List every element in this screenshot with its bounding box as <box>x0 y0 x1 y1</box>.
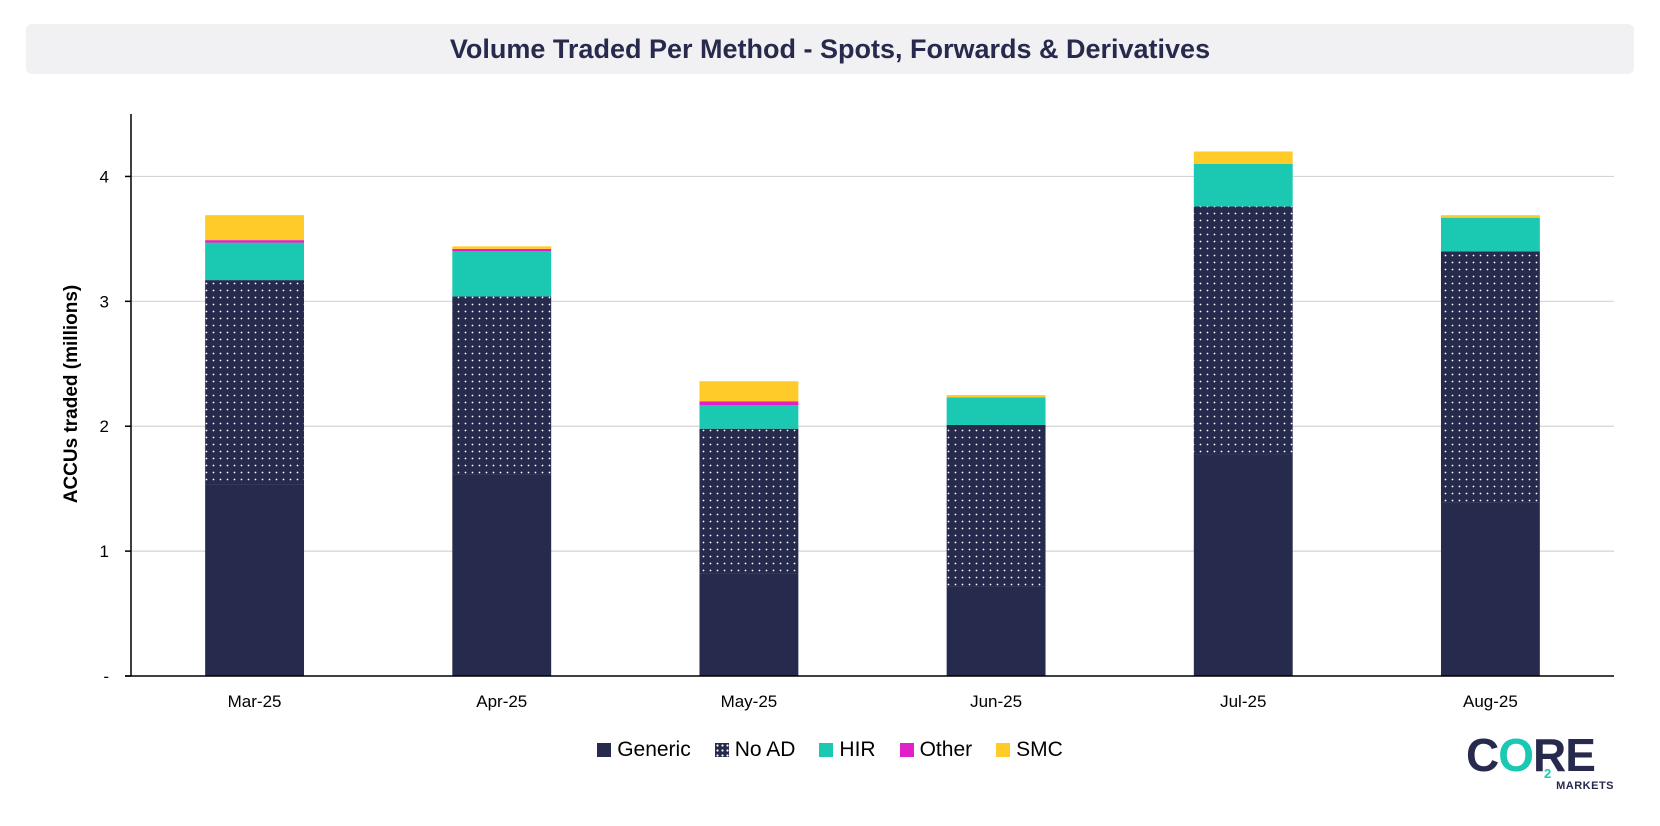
bar-smc-apr-25 <box>452 246 552 249</box>
logo-c: C <box>1466 729 1499 781</box>
axes: - 1 2 3 4 Mar-25 Apr-25 May-25 Jun-25 Jul-25 Aug-2… <box>100 114 1614 711</box>
x-tick-label: Apr-25 <box>476 692 527 711</box>
legend-swatch <box>819 743 834 757</box>
bar-hir-jun-25 <box>946 397 1046 425</box>
x-tick-label: Jun-25 <box>970 692 1022 711</box>
bar-generic-mar-25 <box>205 484 305 676</box>
legend-swatch <box>597 743 612 757</box>
bar-hir-mar-25 <box>205 242 305 281</box>
legend-label: Other <box>919 738 973 761</box>
x-tick-label: Mar-25 <box>228 692 282 711</box>
legend-item-generic: Generic <box>597 738 691 762</box>
bar-hir-may-25 <box>699 404 799 429</box>
y-tick-label: 4 <box>100 167 109 186</box>
bar-other-apr-25 <box>452 248 552 252</box>
bar-generic-aug-25 <box>1440 502 1540 676</box>
bar-generic-may-25 <box>699 573 799 676</box>
legend-item-no-ad: No AD <box>714 738 796 762</box>
y-axis-title: ACCUs traded (millions) <box>61 285 82 504</box>
legend-swatch <box>899 743 914 757</box>
legend-label: HIR <box>839 738 876 761</box>
bar-other-mar-25 <box>205 240 305 243</box>
bar-no-ad-jun-25 <box>946 424 1046 587</box>
y-tick-label: - <box>103 667 109 686</box>
bar-no-ad-jul-25 <box>1193 206 1293 455</box>
bar-generic-jul-25 <box>1193 454 1293 676</box>
legend-item-other: Other <box>899 738 973 762</box>
legend-item-hir: HIR <box>819 738 876 762</box>
gridlines <box>131 175 1614 552</box>
bar-generic-jun-25 <box>946 586 1046 676</box>
legend: Generic No AD HIR Other SMC <box>0 738 1660 762</box>
chart-title: Volume Traded Per Method - Spots, Forwar… <box>449 33 1211 64</box>
bar-smc-mar-25 <box>205 215 305 241</box>
bar-hir-jul-25 <box>1193 163 1293 207</box>
y-tick-label: 2 <box>100 417 109 436</box>
bar-no-ad-aug-25 <box>1440 251 1540 503</box>
core-markets-logo: CORE 2 MARKETS <box>1466 732 1616 796</box>
x-tick-label: May-25 <box>721 692 778 711</box>
logo-o: O <box>1498 729 1534 781</box>
legend-label: Generic <box>617 738 691 761</box>
logo-wordmark: CORE <box>1466 732 1616 778</box>
legend-label: SMC <box>1016 738 1063 761</box>
legend-label: No AD <box>734 738 796 761</box>
legend-swatch <box>714 743 729 757</box>
legend-item-smc: SMC <box>996 738 1063 762</box>
legend-swatch <box>996 743 1011 757</box>
logo-subscript: 2 <box>1544 766 1552 781</box>
logo-re: RE <box>1533 729 1596 781</box>
chart-title-bar: Volume Traded Per Method - Spots, Forwar… <box>26 24 1634 74</box>
bar-no-ad-may-25 <box>699 428 799 574</box>
bar-smc-jul-25 <box>1193 151 1293 164</box>
bar-smc-jun-25 <box>946 395 1046 398</box>
bar-no-ad-mar-25 <box>205 280 305 485</box>
x-tick-label: Aug-25 <box>1463 692 1518 711</box>
bar-smc-may-25 <box>699 381 799 402</box>
bar-smc-aug-25 <box>1440 215 1540 218</box>
y-tick-label: 1 <box>100 542 109 561</box>
bar-generic-apr-25 <box>452 474 552 676</box>
x-tick-label: Jul-25 <box>1220 692 1266 711</box>
bar-hir-aug-25 <box>1440 217 1540 252</box>
bar-hir-apr-25 <box>452 251 552 297</box>
bar-no-ad-apr-25 <box>452 296 552 475</box>
bar-other-may-25 <box>699 401 799 405</box>
bars <box>205 151 1540 676</box>
chart-canvas: - 1 2 3 4 Mar-25 Apr-25 May-25 Jun-25 Jul-25 Aug-2… <box>61 114 1614 711</box>
y-tick-label: 3 <box>100 292 109 311</box>
logo-subtext: MARKETS <box>1556 780 1614 792</box>
